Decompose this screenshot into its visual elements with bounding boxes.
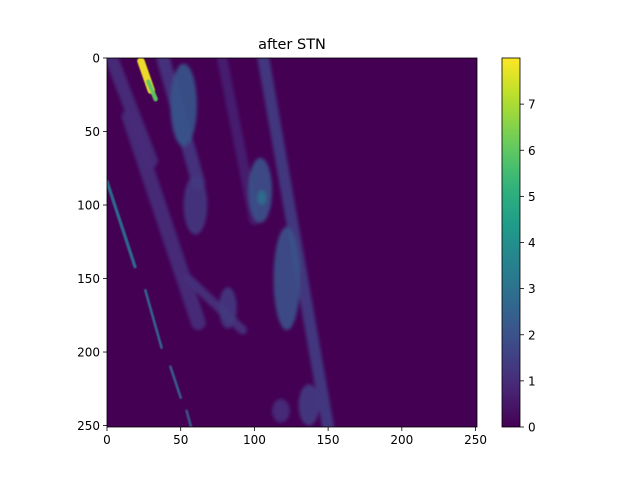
heatmap-streak-5 bbox=[121, 109, 206, 330]
colorbar-tick-label: 5 bbox=[528, 190, 536, 204]
plot-area bbox=[106, 57, 478, 428]
colorbar-body bbox=[502, 58, 520, 427]
heatmap-sharp-features bbox=[107, 58, 193, 427]
y-tick-label: 0 bbox=[92, 52, 100, 66]
heatmap-streak-19 bbox=[146, 79, 158, 102]
y-tick-label: 50 bbox=[85, 125, 100, 139]
heatmap-blob-13 bbox=[257, 190, 267, 206]
colorbar-tick-label: 3 bbox=[528, 282, 536, 296]
colorbar-tick-label: 6 bbox=[528, 144, 536, 158]
x-tick-label: 200 bbox=[390, 433, 413, 447]
heatmap-blob-15 bbox=[219, 287, 237, 329]
chart-title: after STN bbox=[258, 37, 326, 53]
y-tick-label: 200 bbox=[77, 346, 100, 360]
heatmap-streak-0 bbox=[107, 179, 137, 269]
x-axis: 0 50 100 150 200 250 bbox=[103, 427, 487, 447]
x-tick-label: 0 bbox=[103, 433, 111, 447]
heatmap-blob-17 bbox=[272, 399, 290, 423]
heatmap-streak-3 bbox=[185, 409, 193, 427]
y-tick-label: 100 bbox=[77, 199, 100, 213]
heatmap-blob-14 bbox=[273, 226, 301, 331]
heatmap-blob-16 bbox=[298, 384, 320, 426]
y-axis: 0 50 100 150 200 250 bbox=[77, 52, 107, 433]
colorbar: 0 1 2 3 4 5 6 7 bbox=[501, 57, 536, 435]
colorbar-tick-label: 7 bbox=[528, 98, 536, 112]
heatmap-blob-10 bbox=[170, 63, 197, 147]
x-tick-label: 250 bbox=[464, 433, 487, 447]
x-tick-label: 100 bbox=[243, 433, 266, 447]
x-tick-label: 50 bbox=[173, 433, 188, 447]
colorbar-tick-label: 4 bbox=[528, 236, 536, 250]
heatmap-streak-1 bbox=[143, 288, 163, 349]
colorbar-tick-label: 2 bbox=[528, 328, 536, 342]
heatmap-streak-2 bbox=[169, 365, 183, 399]
y-tick-label: 250 bbox=[77, 419, 100, 433]
colorbar-tick-label: 0 bbox=[528, 421, 536, 435]
colorbar-tick-label: 1 bbox=[528, 374, 536, 388]
heatmap-blob-12 bbox=[248, 157, 273, 223]
x-tick-label: 150 bbox=[317, 433, 340, 447]
y-tick-label: 150 bbox=[77, 272, 100, 286]
colorbar-ticks: 0 1 2 3 4 5 6 7 bbox=[520, 98, 536, 435]
heatmap-features bbox=[107, 58, 335, 427]
plot-frame bbox=[106, 57, 478, 428]
heatmap-blob-11 bbox=[183, 175, 208, 235]
